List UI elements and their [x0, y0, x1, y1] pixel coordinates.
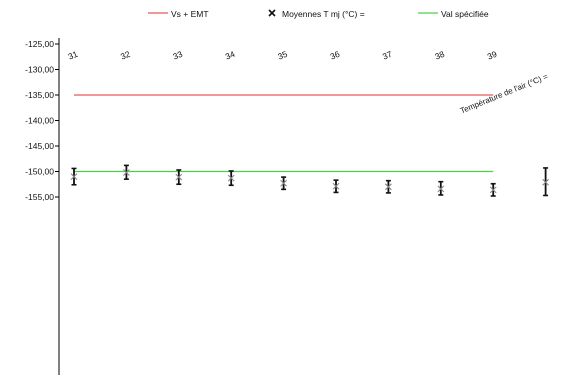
data-point-group [227, 170, 235, 187]
y-tick-label: -135,00 [25, 90, 54, 100]
data-point-marker [489, 186, 497, 194]
data-point-group [489, 182, 497, 197]
x-tick-label: 31 [67, 49, 80, 62]
data-point-marker [437, 185, 445, 193]
data-point-marker [332, 182, 340, 190]
legend-swatch-marker [268, 9, 276, 17]
data-point-group [385, 179, 392, 194]
data-point-group [123, 164, 130, 180]
data-point-marker [123, 169, 130, 176]
data-point-group [542, 167, 549, 197]
data-point-group [280, 176, 287, 191]
data-point-marker [542, 178, 549, 186]
axes: -125,00 -130,00 -135,00 -140,00 -145,00 -150,… [25, 38, 60, 375]
data-point-group [175, 169, 183, 186]
x-tick-label: 32 [119, 49, 132, 62]
data-point-group [437, 180, 445, 196]
x-tick-label: 34 [224, 49, 237, 62]
legend-label: Moyennes T mj (°C) = [282, 9, 365, 19]
x-tick-label: 38 [433, 49, 446, 62]
y-tick-label: -130,00 [25, 65, 54, 75]
y-tick-label: -150,00 [25, 167, 54, 177]
axis-labels: 31 32 33 34 35 36 37 38 39 Température de l'air (… [67, 49, 550, 116]
data-point-marker [227, 174, 235, 182]
y-tick-label: -145,00 [25, 141, 54, 151]
legend: Vs + EMT Moyennes T mj (°C) = Val spécifié… [148, 9, 489, 19]
legend-label: Vs + EMT [171, 9, 209, 19]
x-axis-title: Température de l'air (°C) = [459, 72, 550, 116]
y-tick-label: -140,00 [25, 116, 54, 126]
data-point-group [70, 167, 78, 186]
data-series [70, 164, 549, 197]
y-tick-label: -155,00 [25, 192, 54, 202]
x-tick-label: 37 [381, 49, 394, 62]
x-tick-label: 39 [486, 49, 499, 62]
data-point-marker [70, 173, 78, 180]
data-point-marker [175, 173, 183, 181]
x-tick-label: 36 [329, 49, 342, 62]
reference-lines [74, 94, 494, 173]
legend-label: Val spécifiée [441, 9, 489, 19]
x-tick-label: 35 [276, 49, 289, 62]
y-tick-label: -125,00 [25, 39, 54, 49]
data-point-group [332, 179, 340, 194]
data-point-marker [385, 183, 392, 191]
x-tick-label: 33 [171, 49, 184, 62]
data-point-marker [280, 179, 287, 187]
